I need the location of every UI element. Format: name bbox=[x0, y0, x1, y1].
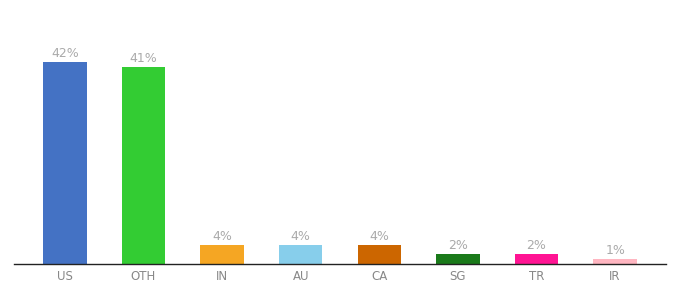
Text: 4%: 4% bbox=[291, 230, 311, 243]
Text: 42%: 42% bbox=[51, 47, 79, 61]
Text: 4%: 4% bbox=[369, 230, 389, 243]
Text: 41%: 41% bbox=[130, 52, 157, 65]
Bar bbox=[594, 259, 636, 264]
Text: 4%: 4% bbox=[212, 230, 232, 243]
Bar bbox=[437, 254, 479, 264]
Bar bbox=[515, 254, 558, 264]
Bar bbox=[201, 245, 243, 264]
Bar bbox=[122, 67, 165, 264]
Bar bbox=[358, 245, 401, 264]
Bar bbox=[279, 245, 322, 264]
Text: 1%: 1% bbox=[605, 244, 625, 257]
Bar bbox=[44, 62, 86, 264]
Text: 2%: 2% bbox=[448, 239, 468, 253]
Text: 2%: 2% bbox=[526, 239, 547, 253]
